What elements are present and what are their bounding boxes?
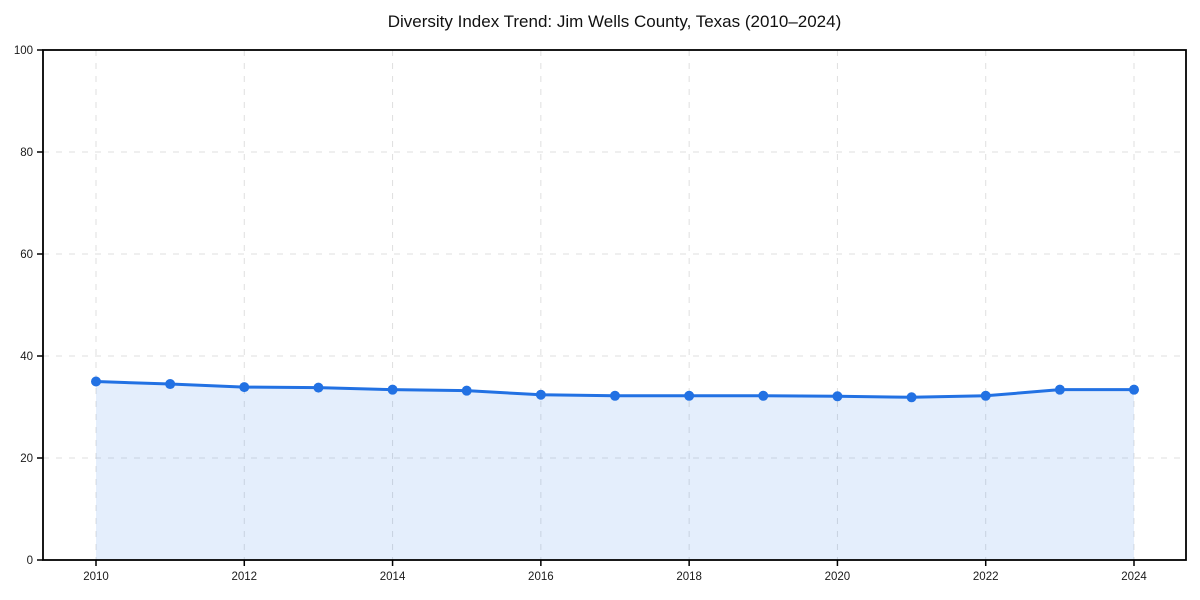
data-point-2023 xyxy=(1054,384,1065,395)
y-tick-label-80: 80 xyxy=(20,147,33,159)
x-tick-label-2020: 2020 xyxy=(825,571,851,583)
x-tick-label-2016: 2016 xyxy=(528,571,554,583)
data-point-2016 xyxy=(535,389,546,400)
x-tick-label-2012: 2012 xyxy=(231,571,257,583)
plot-border xyxy=(42,49,1187,561)
x-tick-label-2014: 2014 xyxy=(380,571,406,583)
data-point-2014 xyxy=(387,384,398,395)
y-tick-label-40: 40 xyxy=(20,351,33,363)
data-point-2011 xyxy=(165,379,176,390)
data-point-2024 xyxy=(1129,384,1139,395)
chart-title: Diversity Index Trend: Jim Wells County,… xyxy=(387,12,842,31)
data-point-2012 xyxy=(239,382,250,393)
data-point-2019 xyxy=(758,390,769,401)
data-point-2020 xyxy=(832,391,843,402)
data-point-2013 xyxy=(313,382,324,393)
data-point-2022 xyxy=(980,390,991,401)
series-area-fill xyxy=(96,381,1134,560)
data-point-2015 xyxy=(461,385,472,396)
y-tick-label-0: 0 xyxy=(27,555,33,567)
x-tick-label-2010: 2010 xyxy=(83,571,109,583)
data-point-2021 xyxy=(906,392,917,403)
x-tick-label-2024: 2024 xyxy=(1121,571,1147,583)
y-tick-label-20: 20 xyxy=(20,453,33,465)
x-tick-label-2018: 2018 xyxy=(676,571,702,583)
y-tick-label-100: 100 xyxy=(14,45,33,57)
y-tick-label-60: 60 xyxy=(20,249,33,261)
data-point-2017 xyxy=(610,390,620,401)
data-point-2010 xyxy=(91,376,101,387)
x-tick-label-2022: 2022 xyxy=(973,571,999,583)
data-point-2018 xyxy=(684,390,695,401)
